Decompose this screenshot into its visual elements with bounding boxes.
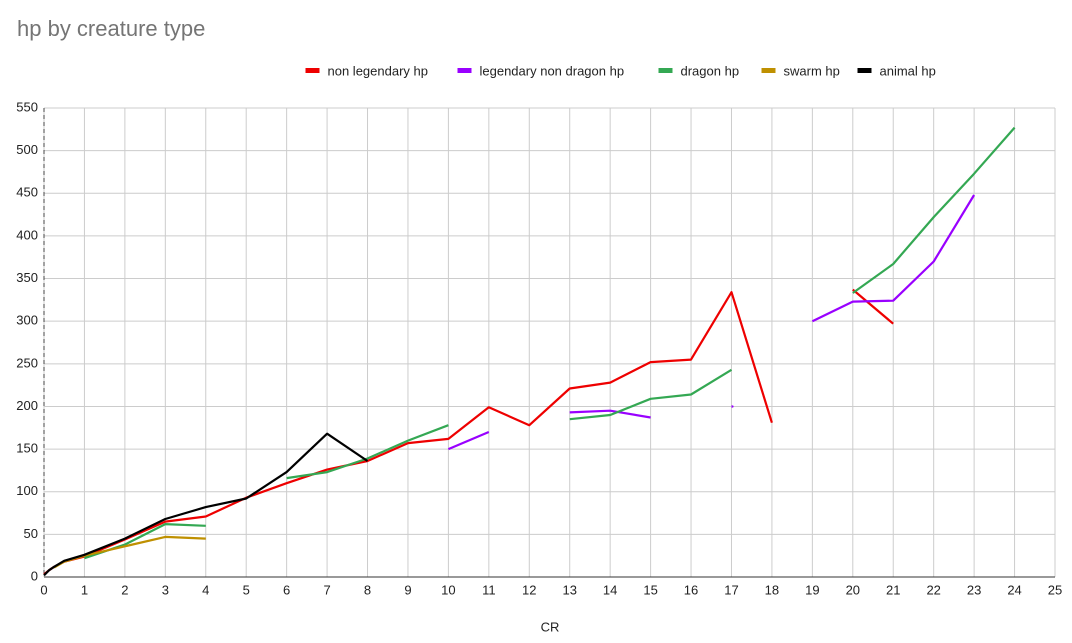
x-tick-label: 4: [202, 582, 209, 597]
x-tick-label: 14: [603, 582, 617, 597]
series-line: [447, 194, 976, 451]
legend-swatch: [658, 68, 673, 73]
legend-swatch: [857, 68, 872, 73]
x-tick-label: 15: [643, 582, 657, 597]
x-tick-label: 9: [404, 582, 411, 597]
x-tick-label: 0: [40, 582, 47, 597]
legend-swatch: [761, 68, 776, 73]
x-tick-label: 17: [724, 582, 738, 597]
legend-label: animal hp: [880, 63, 936, 78]
series-line: [43, 432, 369, 577]
x-tick-label: 1: [81, 582, 88, 597]
x-tick-label: 5: [243, 582, 250, 597]
x-axis-label: CR: [541, 619, 560, 634]
y-tick-label: 400: [16, 227, 38, 242]
chart-title: hp by creature type: [17, 16, 205, 41]
x-tick-label: 8: [364, 582, 371, 597]
x-tick-label: 21: [886, 582, 900, 597]
y-tick-label: 0: [31, 568, 38, 583]
y-tick-label: 250: [16, 355, 38, 370]
y-tick-label: 300: [16, 313, 38, 328]
y-tick-label: 500: [16, 142, 38, 157]
x-tick-label: 16: [684, 582, 698, 597]
legend-label: non legendary hp: [328, 63, 428, 78]
x-tick-label: 18: [765, 582, 779, 597]
legend-label: legendary non dragon hp: [480, 63, 625, 78]
x-tick-label: 19: [805, 582, 819, 597]
x-tick-label: 24: [1007, 582, 1021, 597]
series-line: [43, 288, 894, 576]
x-tick-label: 7: [323, 582, 330, 597]
y-tick-label: 200: [16, 398, 38, 413]
y-tick-label: 450: [16, 185, 38, 200]
legend-swatch: [305, 68, 320, 73]
x-tick-label: 12: [522, 582, 536, 597]
x-tick-label: 6: [283, 582, 290, 597]
x-tick-label: 3: [162, 582, 169, 597]
y-tick-label: 350: [16, 270, 38, 285]
x-tick-label: 10: [441, 582, 455, 597]
x-tick-label: 20: [846, 582, 860, 597]
x-tick-label: 25: [1048, 582, 1062, 597]
legend-swatch: [457, 68, 472, 73]
legend-label: dragon hp: [681, 63, 740, 78]
y-tick-label: 150: [16, 441, 38, 456]
x-tick-label: 2: [121, 582, 128, 597]
x-tick-label: 13: [562, 582, 576, 597]
x-tick-label: 23: [967, 582, 981, 597]
legend-label: swarm hp: [784, 63, 840, 78]
series-line: [84, 126, 1016, 560]
y-tick-label: 50: [24, 526, 38, 541]
y-tick-label: 100: [16, 483, 38, 498]
x-tick-label: 22: [926, 582, 940, 597]
x-tick-label: 11: [482, 582, 496, 597]
y-tick-label: 550: [16, 99, 38, 114]
